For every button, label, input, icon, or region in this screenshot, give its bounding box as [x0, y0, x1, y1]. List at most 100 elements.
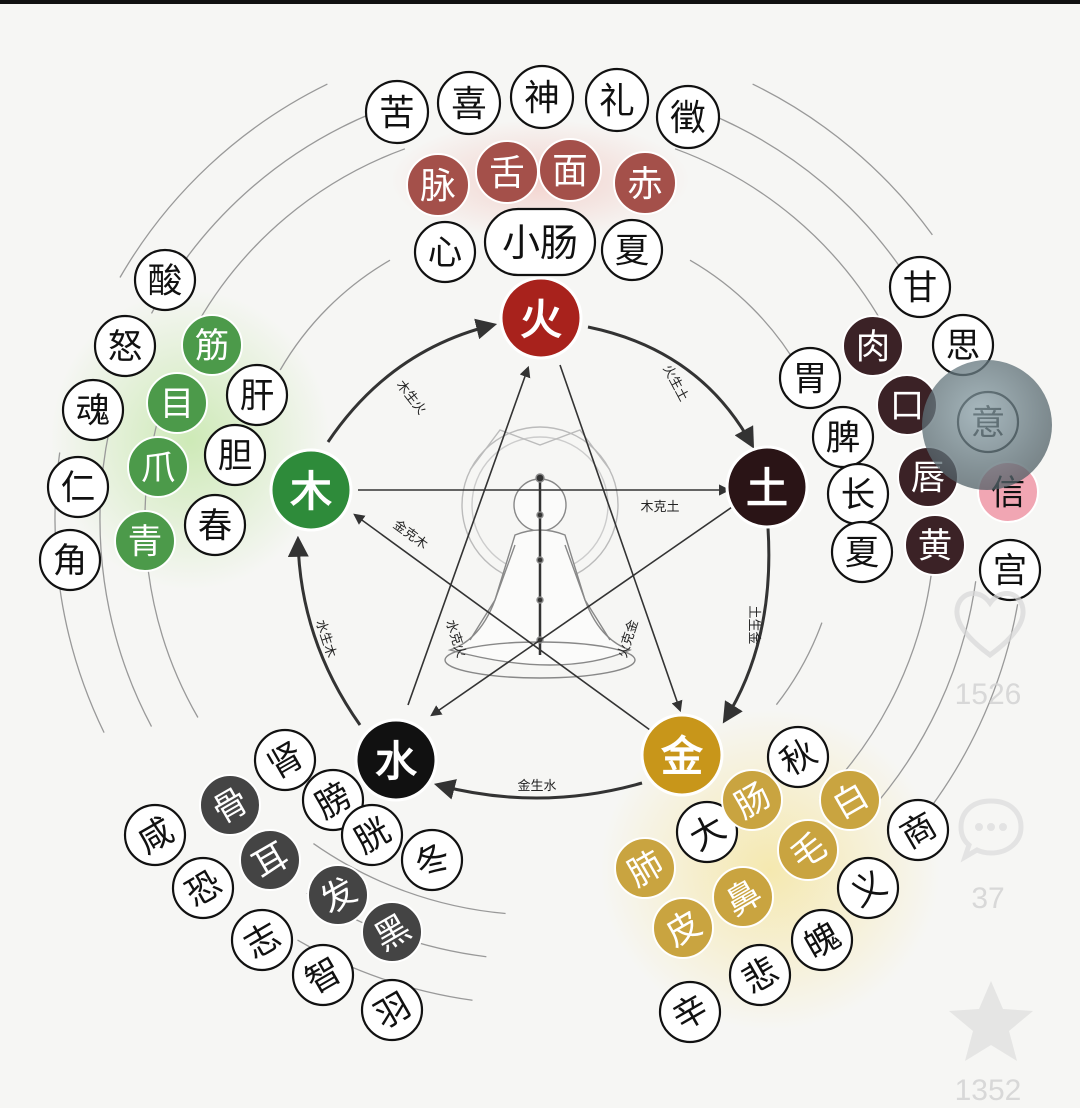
star-icon[interactable]	[945, 975, 1037, 1065]
attribute-bubble: 皮	[652, 897, 714, 959]
attribute-bubble: 智	[291, 943, 355, 1007]
attribute-bubble-label: 喜	[451, 84, 487, 125]
arrow-metal-wood	[353, 513, 651, 731]
attribute-bubble: 鼻	[712, 866, 774, 928]
attribute-bubble: 魂	[61, 378, 125, 442]
attribute-bubble: 筋	[181, 314, 243, 376]
attribute-bubble-label: 夏	[845, 534, 880, 574]
attribute-bubble: 肺	[614, 837, 676, 899]
avatar[interactable]	[922, 360, 1052, 490]
attribute-bubble: 耳	[239, 829, 301, 891]
attribute-bubble: 春	[183, 493, 247, 557]
arc-segment	[689, 259, 801, 371]
attribute-bubble: 志	[230, 908, 294, 972]
attribute-bubble-label: 礼	[599, 81, 635, 122]
attribute-bubble: 肝	[225, 363, 289, 427]
arrow-fire-metal	[559, 364, 683, 713]
arrow-wood-fire	[326, 318, 498, 443]
label-metal-wood: 金克木	[390, 517, 431, 553]
attribute-bubble: 苦	[364, 79, 430, 145]
attribute-bubble-label: 胃	[793, 360, 828, 400]
attribute-bubble: 白	[819, 769, 881, 831]
attribute-bubble: 礼	[584, 67, 650, 133]
attribute-bubble-label: 脾	[826, 419, 861, 459]
attribute-bubble-label: 肉	[856, 328, 891, 368]
attribute-bubble: 舌	[475, 140, 539, 204]
arc-segment	[119, 83, 328, 278]
attribute-bubble: 小肠	[483, 207, 597, 277]
arc-segment	[279, 259, 391, 371]
attribute-bubble-label: 目	[160, 385, 195, 425]
attribute-bubble: 面	[538, 138, 602, 202]
attribute-bubble-label: 怒	[108, 328, 143, 368]
attribute-bubble-label: 胆	[218, 437, 253, 477]
attribute-bubble: 胃	[778, 346, 842, 410]
arc-segment	[313, 843, 506, 915]
attribute-bubble: 魄	[790, 908, 854, 972]
arc-segment	[197, 148, 406, 323]
attribute-bubble: 喜	[436, 70, 502, 136]
attribute-bubble-label: 青	[128, 523, 163, 563]
label-water-fire: 水克火	[442, 618, 468, 660]
attribute-bubble-label: 赤	[627, 164, 663, 205]
attribute-bubble: 神	[509, 64, 575, 130]
attribute-bubble: 酸	[133, 248, 197, 312]
comment-icon[interactable]	[955, 795, 1027, 865]
attribute-bubble: 长	[826, 462, 890, 526]
attribute-bubble: 大	[675, 800, 739, 864]
attribute-bubble-label: 黄	[918, 527, 953, 567]
attribute-bubble-label: 面	[552, 151, 588, 192]
attribute-bubbles: 苦喜神礼徵脉舌面赤心小肠夏甘胃肉思脾口意长唇信夏黄宫酸怒筋魂目肝仁爪胆角青春肾膀…	[38, 64, 1042, 1044]
top-bar	[0, 0, 1080, 4]
attribute-bubble-label: 舌	[489, 153, 525, 194]
attribute-bubble-label: 神	[524, 78, 560, 119]
attribute-bubble: 宫	[978, 538, 1042, 602]
element-water-label: 水	[375, 737, 418, 786]
arrow-water-wood	[287, 535, 362, 726]
arrow-metal-water	[433, 779, 643, 800]
attribute-bubble: 辛	[658, 980, 722, 1044]
attribute-bubble-label: 夏	[615, 232, 650, 272]
attribute-bubble: 胆	[203, 423, 267, 487]
attribute-bubble: 商	[886, 798, 950, 862]
element-wood: 木	[269, 448, 353, 532]
arc-segment	[752, 83, 933, 236]
attribute-bubble-label: 心	[428, 234, 463, 274]
attribute-bubble: 青	[114, 510, 176, 572]
attribute-bubble: 胱	[340, 803, 404, 867]
arrow-earth-metal	[722, 527, 771, 724]
arrow-water-fire	[407, 365, 531, 706]
element-earth-label: 土	[746, 464, 788, 513]
arc-segment	[704, 111, 914, 288]
element-earth: 土	[725, 445, 809, 529]
attribute-bubble: 肉	[842, 315, 904, 377]
label-metal-water: 金生水	[517, 778, 556, 794]
arc-segment	[674, 148, 883, 323]
attribute-bubble: 仁	[46, 455, 110, 519]
attribute-bubble: 羽	[360, 978, 424, 1042]
attribute-bubble-label: 长	[841, 476, 876, 516]
attribute-bubble-label: 魂	[76, 392, 111, 432]
attribute-bubble-label: 小肠	[502, 221, 578, 265]
attribute-bubble: 角	[38, 528, 102, 592]
attribute-bubble: 肾	[253, 728, 317, 792]
element-water: 水	[354, 718, 438, 802]
attribute-bubble: 徵	[655, 84, 721, 150]
meditating-figure	[444, 426, 636, 679]
attribute-bubble: 夏	[600, 218, 664, 282]
attribute-bubble-label: 口	[890, 387, 925, 427]
arc-segment	[775, 622, 823, 706]
element-fire: 火	[499, 276, 583, 360]
attribute-bubble: 黄	[904, 514, 966, 576]
heart-icon[interactable]	[950, 585, 1030, 660]
arc-segment	[866, 581, 977, 815]
attribute-bubble-label: 甘	[903, 269, 938, 309]
attribute-bubble-label: 苦	[379, 93, 415, 134]
attribute-bubble: 毛	[777, 819, 839, 881]
arrow-fire-earth	[587, 325, 755, 449]
label-wood-fire: 木生火	[393, 378, 429, 418]
attribute-bubble: 黑	[361, 901, 423, 963]
attribute-bubble-label: 仁	[61, 469, 96, 509]
attribute-bubble: 脾	[811, 405, 875, 469]
label-fire-metal: 火克金	[615, 618, 642, 660]
